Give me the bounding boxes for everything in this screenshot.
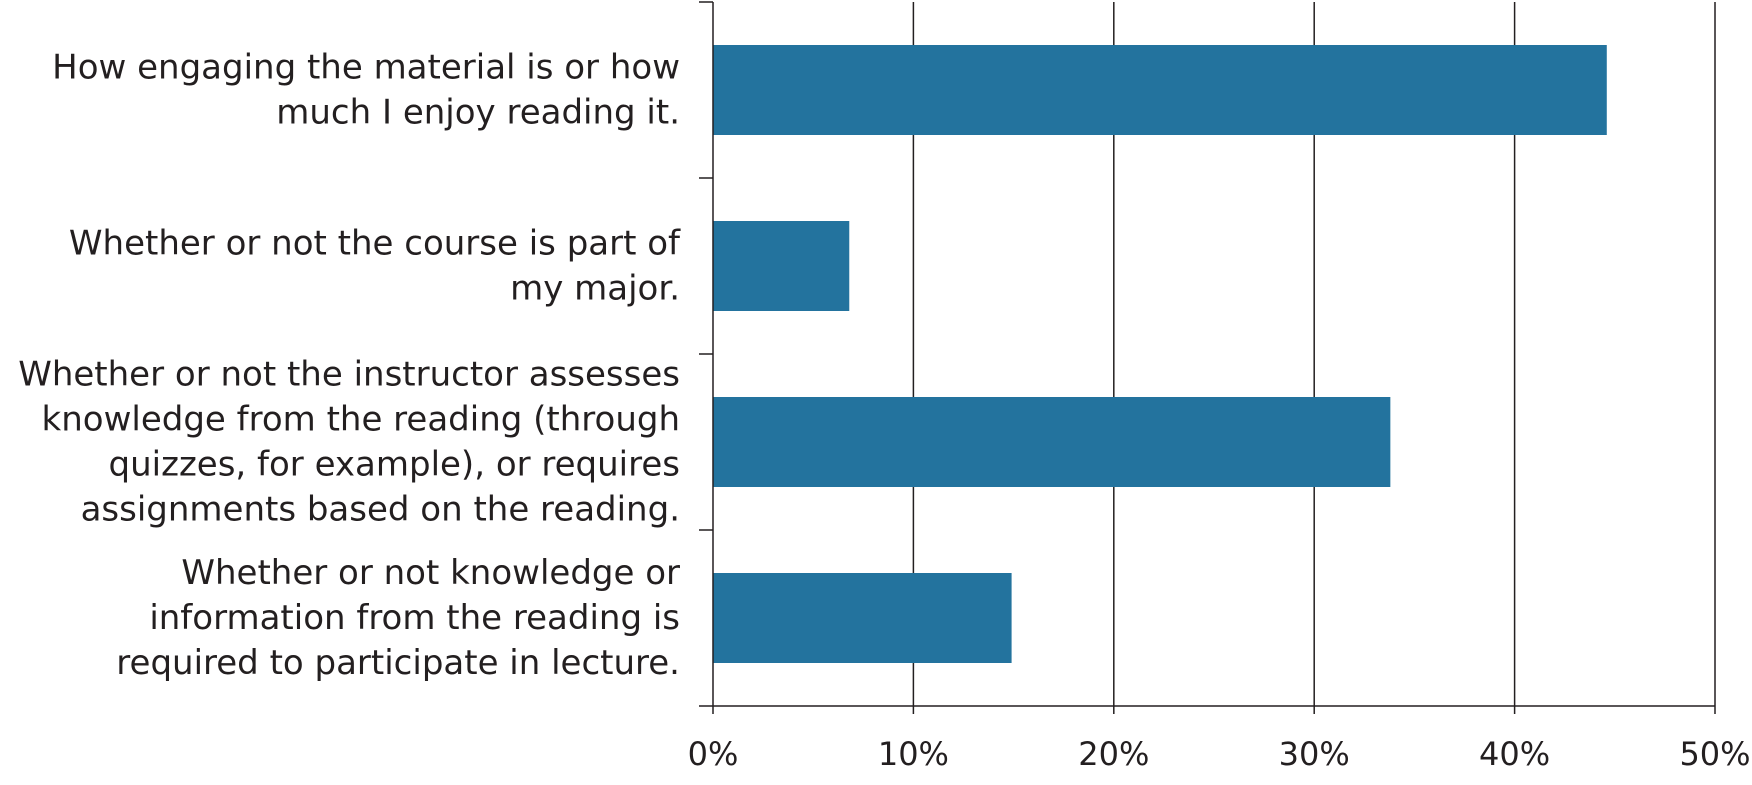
bar	[713, 397, 1391, 487]
category-label-line: knowledge from the reading (through	[42, 400, 680, 440]
category-label-line: quizzes, for example), or requires	[109, 445, 680, 485]
x-tick-labels: 0% 10% 20% 30% 40% 50%	[688, 735, 1751, 773]
category-label-line: information from the reading is	[149, 598, 680, 638]
x-tick-label: 20%	[1078, 735, 1149, 773]
category-label-line: required to participate in lecture.	[116, 643, 680, 683]
category-label: How engaging the material is or how much …	[52, 48, 680, 133]
category-label-line: Whether or not knowledge or	[181, 553, 680, 593]
category-label-line: assignments based on the reading.	[81, 490, 680, 530]
x-tick-label: 10%	[878, 735, 949, 773]
bars	[713, 45, 1607, 663]
bar	[713, 45, 1607, 135]
category-label-line: Whether or not the course is part of	[69, 224, 681, 264]
bar	[713, 573, 1012, 663]
x-tick-label: 0%	[688, 735, 739, 773]
category-label: Whether or not the instructor assesses kn…	[18, 355, 680, 530]
category-labels: How engaging the material is or how much …	[18, 48, 681, 684]
category-label: Whether or not the course is part of my m…	[69, 224, 681, 309]
category-label-line: my major.	[510, 269, 680, 309]
category-label-line: How engaging the material is or how	[52, 48, 680, 88]
x-tick-label: 40%	[1479, 735, 1550, 773]
category-label-line: Whether or not the instructor assesses	[18, 355, 680, 395]
category-label-line: much I enjoy reading it.	[276, 93, 680, 133]
category-label: Whether or not knowledge or information f…	[116, 553, 680, 683]
x-tick-label: 50%	[1679, 735, 1750, 773]
axes	[699, 1, 1716, 714]
bar	[713, 221, 850, 311]
x-tick-label: 30%	[1279, 735, 1350, 773]
